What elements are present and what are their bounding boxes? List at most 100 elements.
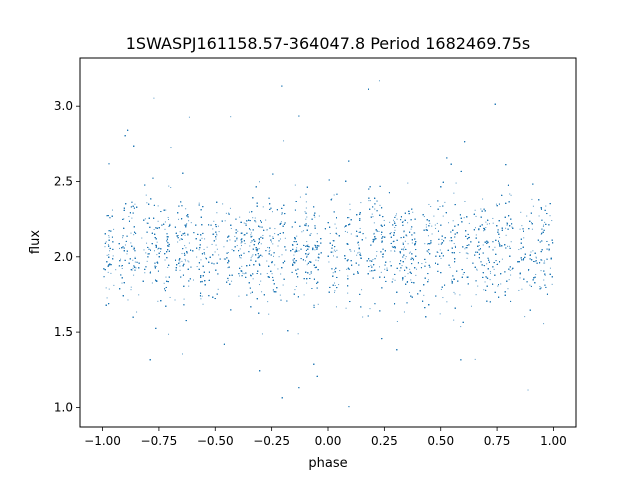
data-point xyxy=(180,238,182,240)
data-point xyxy=(240,254,242,256)
data-point xyxy=(511,268,513,270)
data-point xyxy=(304,260,306,262)
data-point xyxy=(466,252,468,254)
data-point xyxy=(439,206,441,208)
data-point xyxy=(273,255,275,257)
data-point xyxy=(124,244,126,246)
data-point xyxy=(108,254,110,256)
data-point xyxy=(414,244,416,246)
data-point xyxy=(238,295,240,297)
data-point xyxy=(347,292,349,294)
data-point xyxy=(374,208,376,210)
data-point xyxy=(181,253,183,255)
data-point xyxy=(392,278,394,280)
data-point xyxy=(305,201,307,203)
data-point xyxy=(542,225,544,227)
data-point xyxy=(332,240,334,242)
data-point xyxy=(403,249,405,251)
data-point xyxy=(108,288,110,290)
data-point xyxy=(393,221,395,223)
data-point xyxy=(301,231,303,233)
data-point xyxy=(280,273,282,275)
data-point xyxy=(259,239,261,241)
data-point xyxy=(297,333,299,335)
data-point xyxy=(507,288,509,290)
data-point xyxy=(338,284,340,286)
data-point xyxy=(294,289,296,291)
data-point xyxy=(252,217,254,219)
data-point xyxy=(149,271,151,273)
data-point xyxy=(361,289,363,291)
data-point xyxy=(332,251,334,253)
data-point xyxy=(403,248,405,250)
data-point xyxy=(546,241,548,242)
data-point xyxy=(215,244,217,246)
data-point xyxy=(174,299,176,301)
data-point xyxy=(222,203,224,205)
data-point xyxy=(482,198,484,200)
data-point xyxy=(156,261,158,263)
data-point xyxy=(401,265,403,267)
data-point xyxy=(439,313,441,315)
data-point xyxy=(279,238,281,240)
data-point xyxy=(531,198,533,200)
data-point xyxy=(146,222,148,224)
data-point xyxy=(163,282,165,284)
data-point xyxy=(415,274,417,276)
data-point xyxy=(202,303,204,305)
data-point xyxy=(423,294,425,296)
data-point xyxy=(379,204,381,206)
data-point xyxy=(190,222,192,224)
data-point xyxy=(410,279,412,281)
data-point xyxy=(535,256,537,258)
data-point xyxy=(474,358,476,360)
data-point xyxy=(548,250,550,252)
data-point xyxy=(164,259,166,261)
data-point xyxy=(406,235,408,237)
data-point xyxy=(544,274,546,276)
data-point xyxy=(336,249,338,251)
data-point xyxy=(136,311,138,313)
data-point xyxy=(261,333,263,335)
data-point xyxy=(484,281,486,283)
data-point xyxy=(475,294,477,296)
data-point xyxy=(156,280,158,282)
data-point xyxy=(304,211,306,213)
data-point xyxy=(240,221,242,223)
data-point xyxy=(133,274,135,276)
data-point xyxy=(216,212,218,214)
data-point xyxy=(104,246,106,248)
data-point xyxy=(262,206,264,208)
data-point xyxy=(200,298,202,300)
data-point xyxy=(396,218,398,220)
data-point xyxy=(141,237,143,239)
data-point xyxy=(196,256,198,258)
data-point xyxy=(130,232,132,234)
data-point xyxy=(510,241,512,243)
data-point xyxy=(310,233,312,235)
data-point xyxy=(259,181,261,183)
data-point xyxy=(350,250,352,252)
data-point xyxy=(358,251,360,253)
data-point xyxy=(212,228,214,230)
data-point xyxy=(442,297,444,299)
data-point xyxy=(483,289,485,291)
data-point xyxy=(131,269,133,271)
data-point xyxy=(107,271,109,273)
data-point xyxy=(462,273,464,275)
data-point xyxy=(490,272,492,274)
data-point xyxy=(360,202,362,204)
data-point xyxy=(334,284,336,286)
data-point xyxy=(303,294,305,296)
data-point xyxy=(410,228,412,230)
data-point xyxy=(508,279,510,281)
data-point xyxy=(105,287,107,289)
data-point xyxy=(250,257,252,259)
data-point xyxy=(272,243,274,245)
data-point xyxy=(211,243,213,245)
data-point xyxy=(225,212,227,214)
data-point xyxy=(192,279,194,281)
data-point xyxy=(134,203,136,205)
data-point xyxy=(184,258,186,260)
data-point xyxy=(394,229,396,231)
